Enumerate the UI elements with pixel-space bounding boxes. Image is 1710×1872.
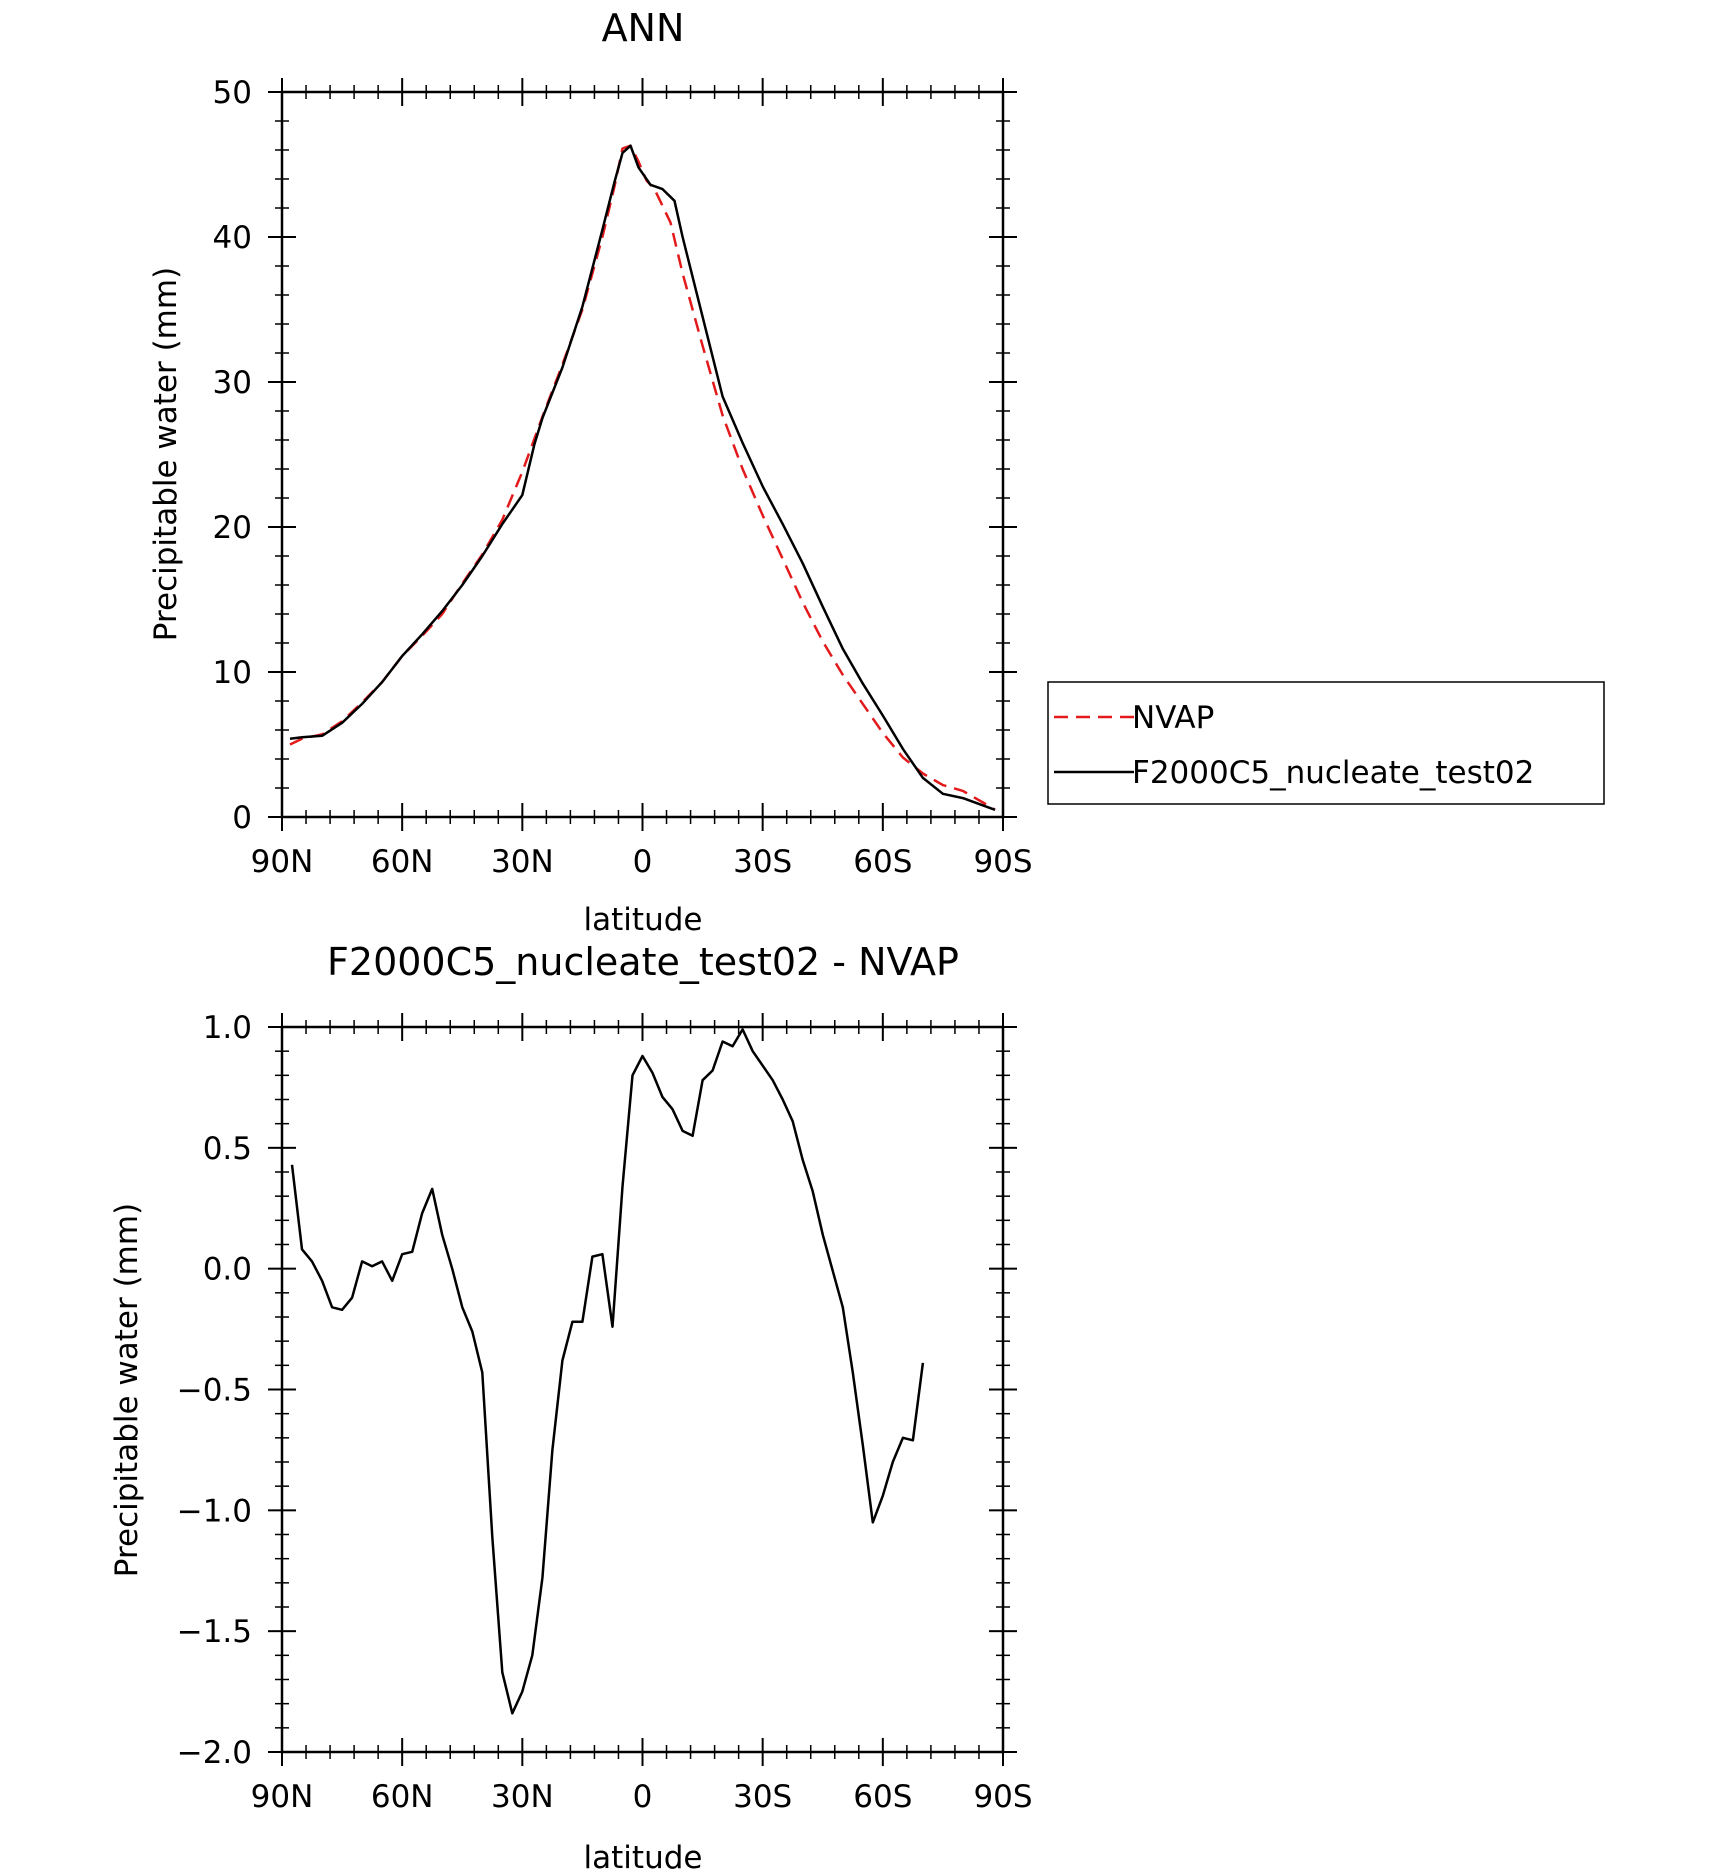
- top-chart-x-tick-label: 0: [633, 844, 653, 880]
- legend: NVAP F2000C5_nucleate_test02: [1047, 681, 1605, 805]
- top-chart-x-tick-label: 60N: [371, 844, 434, 880]
- top-chart-y-tick-label: 40: [213, 220, 252, 256]
- bottom-chart-y-axis-label: Precipitable water (mm): [109, 1203, 145, 1577]
- bottom-chart-title: F2000C5_nucleate_test02 - NVAP: [327, 940, 959, 984]
- bottom-chart-x-tick-label: 0: [633, 1779, 653, 1815]
- top-chart-y-tick-label: 0: [232, 800, 252, 836]
- bottom-chart-frame: [280, 1025, 1005, 1754]
- bottom-chart-series-line-0: [290, 1028, 925, 1715]
- bottom-chart-x-tick-label: 90S: [973, 1779, 1032, 1815]
- bottom-chart-x-axis-label: latitude: [584, 1840, 703, 1872]
- top-chart-y-axis-label: Precipitable water (mm): [148, 267, 184, 641]
- bottom-chart-ticks: [268, 1013, 1017, 1766]
- top-chart-tick-labels: 90N 60N 30N 0 30S 60S 90S 0 10 20 30 40 50: [213, 75, 1033, 880]
- top-chart-x-tick-label: 30N: [491, 844, 554, 880]
- top-chart-y-tick-label: 50: [213, 75, 252, 111]
- bottom-chart-y-tick-label: −1.0: [177, 1493, 252, 1529]
- top-chart-panel: ANN 90N 60N 30N 0 30S 60S 90S 0 10 20 30 40 50 latit…: [148, 6, 1605, 938]
- bottom-chart-series: [290, 1028, 925, 1715]
- top-chart-x-tick-label: 60S: [853, 844, 912, 880]
- top-chart-series-line-nvap: [289, 144, 996, 811]
- top-chart-y-tick-label: 30: [213, 365, 252, 401]
- bottom-chart-x-tick-label: 90N: [251, 1779, 314, 1815]
- top-chart-y-tick-label: 20: [213, 510, 252, 546]
- bottom-chart-x-tick-label: 60S: [853, 1779, 912, 1815]
- top-chart-ticks: [268, 78, 1017, 831]
- top-chart-title: ANN: [602, 6, 685, 50]
- top-chart-x-axis-label: latitude: [584, 902, 703, 938]
- legend-label-model: F2000C5_nucleate_test02: [1132, 755, 1534, 791]
- bottom-chart-x-tick-label: 60N: [371, 1779, 434, 1815]
- top-chart-series: [289, 144, 996, 811]
- bottom-chart-panel: F2000C5_nucleate_test02 - NVAP 90N 60N 30N…: [109, 940, 1033, 1872]
- bottom-chart-y-tick-label: −2.0: [177, 1735, 252, 1771]
- bottom-chart-y-tick-label: 0.0: [203, 1252, 252, 1288]
- bottom-chart-y-tick-label: 0.5: [203, 1131, 252, 1167]
- top-chart-series-line-f2000c5-nucleate-test02: [289, 144, 996, 811]
- bottom-chart-y-tick-label: 1.0: [203, 1010, 252, 1046]
- bottom-chart-tick-labels: 90N 60N 30N 0 30S 60S 90S −2.0 −1.5 −1.0 −0.5 0.0 0.…: [177, 1010, 1033, 1815]
- top-chart-x-tick-label: 90S: [973, 844, 1032, 880]
- bottom-chart-y-tick-label: −0.5: [177, 1373, 252, 1409]
- bottom-chart-x-tick-label: 30N: [491, 1779, 554, 1815]
- legend-label-nvap: NVAP: [1132, 700, 1214, 736]
- bottom-chart-x-tick-label: 30S: [733, 1779, 792, 1815]
- legend-box: [1047, 681, 1605, 805]
- top-chart-x-tick-label: 90N: [251, 844, 314, 880]
- bottom-chart-y-tick-label: −1.5: [177, 1614, 252, 1650]
- top-chart-x-tick-label: 30S: [733, 844, 792, 880]
- top-chart-y-tick-label: 10: [213, 655, 252, 691]
- top-chart-frame: [280, 90, 1005, 819]
